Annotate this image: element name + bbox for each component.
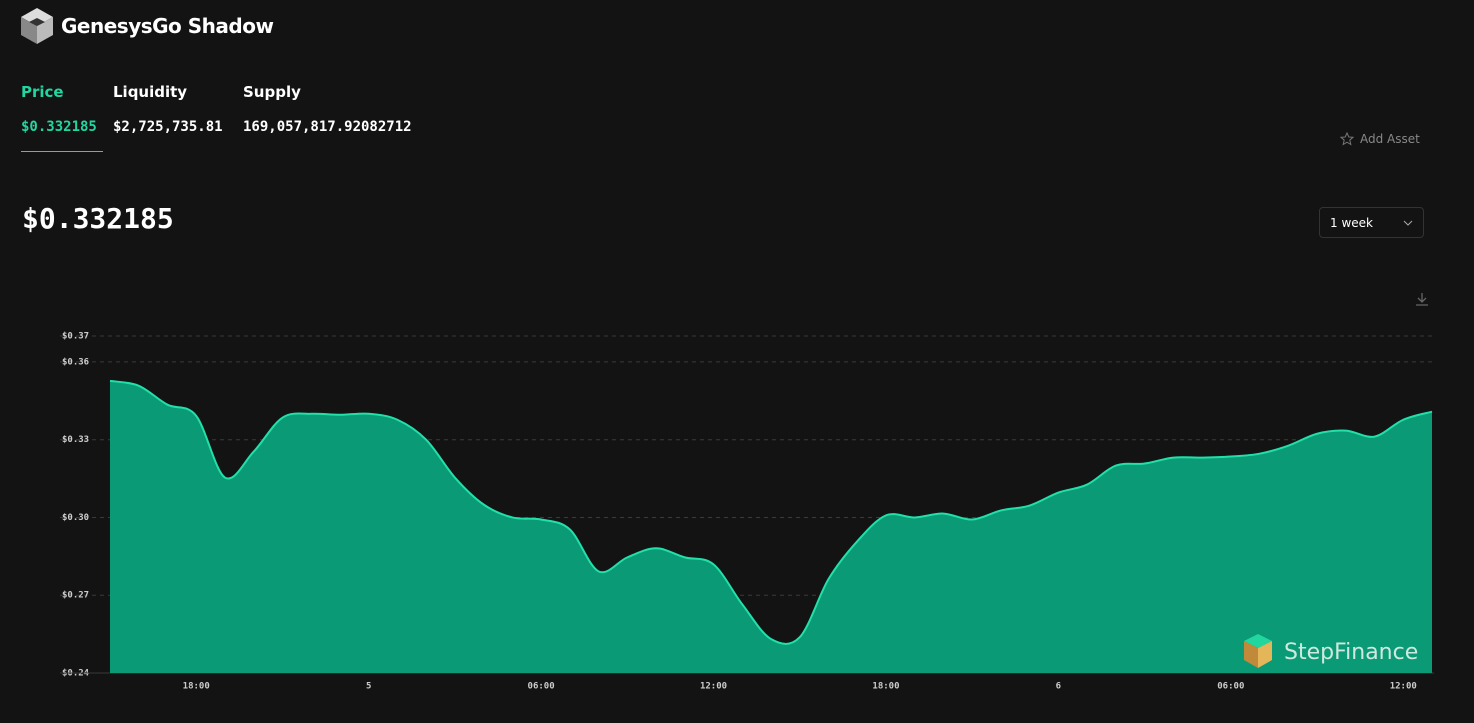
area [110, 380, 1432, 673]
add-asset-label: Add Asset [1360, 132, 1420, 146]
x-tick-label: 06:00 [528, 682, 555, 692]
tab-value[interactable]: $0.332185 [21, 119, 97, 135]
x-tick-label: 18:00 [183, 682, 210, 692]
tab-value[interactable]: $2,725,735.81 [113, 119, 223, 135]
range-select[interactable]: 1 week [1319, 207, 1424, 238]
chevron [1403, 220, 1413, 226]
tab-label[interactable]: Liquidity [113, 83, 188, 101]
x-tick-label: 6 [1056, 682, 1061, 692]
x-tick-label: 5 [366, 682, 371, 692]
app-title: GenesysGo Shadow [61, 14, 274, 38]
y-tick-label: $0.37 [62, 332, 89, 342]
logo [21, 8, 53, 44]
line [109, 379, 1433, 645]
x-tick-label: 12:00 [1390, 682, 1417, 692]
tab-underline [21, 151, 103, 152]
watermark: StepFinance [1284, 640, 1418, 665]
star-icon [1340, 132, 1354, 146]
y-tick-label: $0.27 [62, 591, 89, 601]
tab-label[interactable]: Price [21, 83, 64, 101]
x-tick-label: 06:00 [1217, 682, 1244, 692]
y-tick-label: $0.33 [62, 435, 89, 445]
y-tick-label: $0.36 [62, 357, 89, 367]
range-label: 1 week [1330, 215, 1373, 230]
y-tick-label: $0.30 [62, 513, 89, 523]
watermark-icon [1244, 634, 1272, 668]
download-icon[interactable] [1416, 293, 1428, 306]
current-price: $0.332185 [22, 202, 174, 235]
x-tick-label: 12:00 [700, 682, 727, 692]
tab-value[interactable]: 169,057,817.92082712 [243, 119, 412, 135]
add-asset-button[interactable]: Add Asset [1340, 132, 1420, 146]
x-tick-label: 18:00 [872, 682, 899, 692]
tab-label[interactable]: Supply [243, 83, 301, 101]
